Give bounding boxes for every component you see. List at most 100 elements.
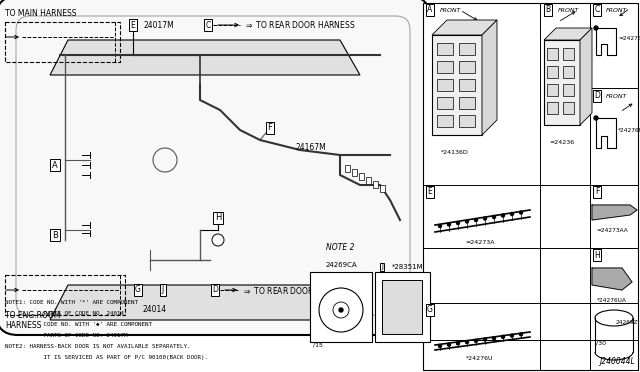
Text: A: A: [428, 6, 433, 15]
Text: FRONT: FRONT: [606, 93, 627, 99]
Polygon shape: [592, 205, 637, 220]
Text: F: F: [595, 187, 599, 196]
Text: 24269CA: 24269CA: [325, 262, 357, 268]
Bar: [432, 35, 482, 135]
Text: 24167M: 24167M: [295, 144, 326, 153]
Circle shape: [447, 343, 451, 346]
Text: D: D: [212, 285, 218, 295]
Text: ∕30: ∕30: [596, 340, 606, 346]
Polygon shape: [482, 20, 497, 135]
Bar: [359, 173, 364, 180]
Text: ≂24276UC: ≂24276UC: [618, 35, 640, 41]
Text: *24276U: *24276U: [467, 356, 493, 361]
Polygon shape: [432, 20, 497, 35]
Bar: [423, 3, 638, 370]
Bar: [563, 48, 574, 60]
Circle shape: [483, 338, 486, 341]
Circle shape: [456, 342, 460, 345]
Text: TO MAIN HARNESS: TO MAIN HARNESS: [5, 9, 77, 18]
Text: F: F: [268, 124, 273, 132]
Polygon shape: [592, 268, 632, 290]
Text: NOTE2: HARNESS-BACK DOOR IS NOT AVAILABLE SEPARATELY.: NOTE2: HARNESS-BACK DOOR IS NOT AVAILABL…: [5, 344, 191, 349]
Text: J: J: [381, 264, 383, 270]
Text: ≂24273AA: ≂24273AA: [596, 228, 628, 233]
Bar: [459, 97, 475, 109]
Text: C: C: [595, 6, 600, 15]
Bar: [345, 165, 350, 172]
Bar: [563, 66, 574, 78]
Text: B: B: [545, 6, 550, 15]
Bar: [5, 22, 120, 62]
Circle shape: [465, 341, 468, 344]
Bar: [373, 181, 378, 188]
Circle shape: [474, 339, 477, 342]
Bar: [547, 48, 558, 60]
Text: E: E: [428, 187, 433, 196]
Text: 24014: 24014: [143, 305, 167, 314]
Bar: [382, 280, 422, 334]
Text: C: C: [205, 20, 211, 29]
Text: #15: #15: [396, 337, 408, 342]
Circle shape: [520, 333, 522, 336]
Polygon shape: [580, 28, 592, 125]
Circle shape: [594, 26, 598, 30]
Text: ∕15: ∕15: [313, 342, 323, 347]
Text: FRONT: FRONT: [440, 7, 461, 13]
Bar: [547, 66, 558, 78]
Polygon shape: [544, 28, 592, 40]
Circle shape: [483, 217, 486, 220]
Bar: [459, 79, 475, 91]
Text: PARTS OF CODE NO. 24017M: PARTS OF CODE NO. 24017M: [5, 333, 127, 338]
Text: NOTE1: CODE NO. WITH '*' ARE COMPONENT: NOTE1: CODE NO. WITH '*' ARE COMPONENT: [5, 300, 138, 305]
Polygon shape: [50, 285, 360, 320]
Text: A: A: [52, 160, 58, 170]
Text: 24269Z: 24269Z: [616, 320, 638, 325]
Circle shape: [474, 218, 477, 221]
Text: D: D: [594, 92, 600, 100]
FancyBboxPatch shape: [0, 0, 430, 335]
Text: FRONT: FRONT: [558, 7, 579, 13]
Circle shape: [502, 336, 504, 339]
Circle shape: [493, 337, 495, 340]
Text: NOTE 2: NOTE 2: [326, 244, 355, 253]
Text: CODE NO. WITH '◆' ARE COMPONENT: CODE NO. WITH '◆' ARE COMPONENT: [5, 322, 152, 327]
Text: HARNESS: HARNESS: [5, 321, 42, 330]
Circle shape: [447, 223, 451, 226]
Text: H: H: [594, 250, 600, 260]
Bar: [547, 84, 558, 96]
Circle shape: [493, 215, 495, 218]
Circle shape: [438, 344, 442, 347]
Bar: [5, 275, 125, 315]
Text: *28351M: *28351M: [392, 264, 424, 270]
Text: G: G: [427, 305, 433, 314]
Bar: [310, 272, 372, 342]
Circle shape: [594, 116, 598, 120]
Text: $\Rightarrow$ TO REAR DOOR HARNESS: $\Rightarrow$ TO REAR DOOR HARNESS: [244, 19, 355, 31]
Bar: [459, 61, 475, 73]
Bar: [437, 61, 453, 73]
Text: J240044L: J240044L: [599, 357, 635, 366]
Circle shape: [456, 221, 460, 224]
Bar: [544, 40, 580, 125]
Circle shape: [339, 308, 343, 312]
Bar: [563, 84, 574, 96]
Bar: [459, 115, 475, 127]
Bar: [437, 43, 453, 55]
Text: J: J: [162, 285, 164, 295]
Text: *24276UB: *24276UB: [618, 128, 640, 132]
Circle shape: [511, 212, 513, 215]
Text: TO ENG.ROOM: TO ENG.ROOM: [5, 311, 60, 320]
Text: IT IS SERVICED AS PART OF P/C 90100(BACK DOOR).: IT IS SERVICED AS PART OF P/C 90100(BACK…: [5, 355, 208, 360]
Bar: [437, 97, 453, 109]
Bar: [380, 185, 385, 192]
Text: ≂24236: ≂24236: [549, 140, 575, 145]
Text: H: H: [215, 214, 221, 222]
Text: 24017M: 24017M: [143, 20, 173, 29]
Bar: [437, 79, 453, 91]
Bar: [547, 102, 558, 114]
Bar: [352, 169, 357, 176]
Bar: [563, 102, 574, 114]
Bar: [375, 272, 430, 342]
Text: B: B: [52, 231, 58, 240]
Text: PARTS OF CODE NO. 24014: PARTS OF CODE NO. 24014: [5, 311, 124, 316]
